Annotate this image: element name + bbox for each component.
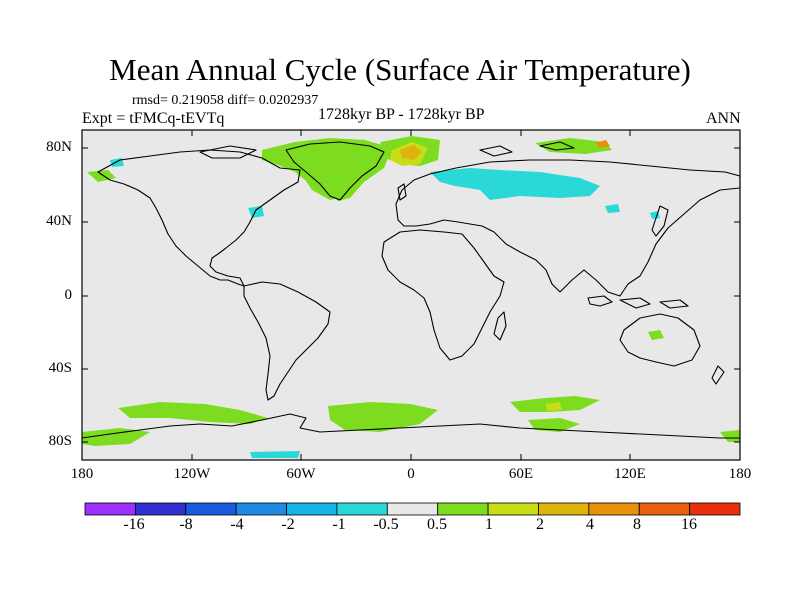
lat-label-80s: 80S xyxy=(48,433,72,449)
colorbar-box-5 xyxy=(336,502,388,516)
colorbar-label-8: 8 xyxy=(633,516,641,533)
lon-label-180w: 180 xyxy=(70,466,94,482)
colorbar-label-m1: -1 xyxy=(332,516,346,533)
period-label: 1728kyr BP - 1728kyr BP xyxy=(318,106,485,123)
coast-arctic-islands xyxy=(199,141,575,159)
coastlines xyxy=(81,141,741,439)
colorbar-label-m8: -8 xyxy=(179,516,193,533)
anomaly-patch-greenland-core xyxy=(400,145,422,160)
lat-label-80n: 80N xyxy=(46,139,72,155)
colorbar-box-7 xyxy=(437,502,489,516)
anomaly-patch-south-pacific xyxy=(118,402,268,424)
lon-label-60w: 60W xyxy=(286,466,316,482)
colorbar-box-6 xyxy=(386,502,439,516)
colorbar-label-m4: -4 xyxy=(230,516,244,533)
coast-indonesia xyxy=(587,295,689,309)
coast-new-zealand xyxy=(711,365,725,385)
anomaly-patches xyxy=(82,136,740,458)
coast-madagascar xyxy=(493,311,507,341)
lat-label-0: 0 xyxy=(64,287,73,303)
anomaly-patch-hudson-cool xyxy=(248,206,264,218)
colorbar-box-2 xyxy=(185,502,237,516)
coast-greenland xyxy=(285,141,385,201)
experiment-label: Expt = tFMCq-tEVTq xyxy=(82,110,225,127)
colorbar-box-11 xyxy=(638,502,691,516)
colorbar-box-4 xyxy=(286,502,338,516)
colorbar-box-1 xyxy=(134,502,187,516)
coast-north-america xyxy=(97,149,301,287)
colorbar-box-8 xyxy=(487,502,539,516)
colorbar-box-10 xyxy=(588,502,640,516)
colorbar-box-9 xyxy=(538,502,590,516)
coast-eurasia xyxy=(395,159,741,297)
colorbar-label-05: 0.5 xyxy=(427,516,447,533)
anomaly-patch-antarctic-cool xyxy=(250,451,300,458)
lon-label-120w: 120W xyxy=(173,466,211,482)
coast-south-america xyxy=(243,281,331,401)
season-label: ANN xyxy=(706,110,741,127)
colorbar-box-12 xyxy=(689,502,741,516)
lon-label-120e: 120E xyxy=(614,466,646,482)
plot-title: Mean Annual Cycle (Surface Air Temperatu… xyxy=(109,52,691,87)
colorbar-label-m16: -16 xyxy=(123,516,145,533)
anomaly-patch-laptev xyxy=(595,140,610,148)
anomaly-patch-canada-north xyxy=(300,172,345,200)
coast-australia xyxy=(619,313,701,367)
colorbar-box-3 xyxy=(235,502,287,516)
anomaly-patch-antarctic-east xyxy=(720,430,740,442)
coast-antarctica xyxy=(81,413,740,439)
colorbar-label-2: 2 xyxy=(536,516,544,533)
axis-ticks xyxy=(81,130,741,460)
anomaly-patch-eurasia-cool xyxy=(430,168,600,200)
colorbar-label-m05: -0.5 xyxy=(373,516,399,533)
colorbar-label-16: 16 xyxy=(681,516,697,533)
stats-text: rmsd= 0.219058 diff= 0.0202937 xyxy=(132,93,319,108)
coast-japan xyxy=(651,205,669,237)
colorbar-boxes xyxy=(84,502,741,516)
anomaly-patch-greenland xyxy=(262,138,392,201)
coast-uk xyxy=(397,183,407,201)
anomaly-patch-ross xyxy=(82,428,150,446)
lon-label-180e: 180 xyxy=(728,466,752,482)
anomaly-patch-south-atlantic xyxy=(328,402,438,432)
lon-label-0: 0 xyxy=(407,466,415,482)
anomaly-patch-china-cool xyxy=(605,204,620,213)
colorbar-label-1: 1 xyxy=(485,516,493,533)
colorbar-label-m2: -2 xyxy=(281,516,295,533)
colorbar-box-0 xyxy=(84,502,136,516)
coast-africa xyxy=(381,229,505,361)
lat-label-40n: 40N xyxy=(46,213,72,229)
colorbar-label-4: 4 xyxy=(586,516,594,533)
anomaly-patch-south-indian-core xyxy=(545,402,562,411)
lat-label-40s: 40S xyxy=(48,360,72,376)
anomaly-patch-australia xyxy=(648,330,664,340)
lon-label-60e: 60E xyxy=(508,466,534,482)
